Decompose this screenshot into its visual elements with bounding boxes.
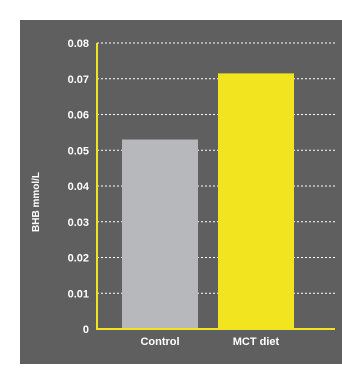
- y-tick-label: 0.01: [68, 288, 89, 300]
- x-category-label: MCT diet: [233, 336, 280, 348]
- y-tick-label: 0.06: [68, 110, 89, 122]
- y-tick-label: 0.07: [68, 74, 89, 86]
- y-axis-label: BHB mmol/L: [31, 172, 42, 232]
- y-tick-label: 0.05: [68, 145, 89, 157]
- bar-control: [122, 139, 198, 329]
- bar-mct-diet: [218, 73, 294, 329]
- bars: [122, 73, 294, 329]
- y-tick-label: 0.08: [68, 38, 89, 50]
- chart-panel: 0 0.01 0.02 0.03 0.04 0.05 0.06 0.07 0.08 Contro…: [20, 20, 342, 364]
- y-tick-label: 0: [83, 324, 89, 336]
- axes: [96, 43, 335, 330]
- y-tick-label: 0.04: [68, 181, 90, 193]
- y-tick-label: 0.02: [68, 253, 89, 265]
- bar-chart: 0 0.01 0.02 0.03 0.04 0.05 0.06 0.07 0.08 Contro…: [31, 38, 335, 348]
- y-tick-label: 0.03: [68, 217, 89, 229]
- y-tick-labels: 0 0.01 0.02 0.03 0.04 0.05 0.06 0.07 0.08: [68, 38, 90, 336]
- x-category-label: Control: [140, 336, 179, 348]
- x-category-labels: Control MCT diet: [140, 336, 279, 348]
